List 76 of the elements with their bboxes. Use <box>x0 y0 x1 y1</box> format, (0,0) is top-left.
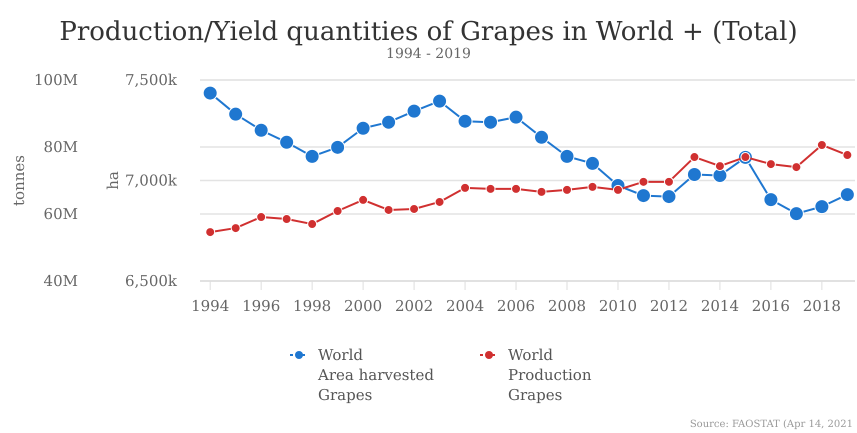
legend-label: World Production Grapes <box>508 346 592 404</box>
point <box>816 140 827 150</box>
y-axis-title: tonnes <box>10 155 28 206</box>
point <box>205 227 216 238</box>
point <box>384 204 394 215</box>
point <box>587 182 598 192</box>
point <box>712 168 728 183</box>
point <box>560 148 575 164</box>
point <box>282 214 292 224</box>
y-tick-label: 60M <box>44 205 78 223</box>
x-tick-label: 1996 <box>242 297 280 315</box>
x-tick-label: 2012 <box>650 297 688 315</box>
x-tick-label: 2008 <box>548 297 586 315</box>
y-tick-label: 100M <box>34 71 78 89</box>
point <box>791 162 802 172</box>
point <box>483 114 498 130</box>
point <box>486 184 496 194</box>
source-note: Source: FAOSTAT (Apr 14, 2021 <box>690 419 853 430</box>
point <box>254 122 269 138</box>
x-tick-label: 1998 <box>293 297 332 315</box>
point <box>814 199 830 214</box>
point <box>358 194 368 205</box>
chart-subtitle: 1994 - 2019 <box>386 46 471 62</box>
y2-axis-title: ha <box>104 171 122 190</box>
point <box>508 110 524 125</box>
x-tick-label: 2004 <box>446 297 484 315</box>
point <box>842 150 852 160</box>
x-tick-label: 2002 <box>394 297 434 315</box>
y-tick-label: 40M <box>44 272 78 290</box>
point <box>612 184 623 195</box>
point <box>356 120 371 136</box>
point <box>840 187 855 202</box>
point <box>409 204 420 214</box>
point <box>714 161 725 172</box>
y-tick-label: 80M <box>44 138 78 156</box>
point <box>256 212 266 222</box>
point <box>636 188 651 204</box>
point <box>202 86 218 101</box>
y2-tick-label: 7,500k <box>124 71 178 89</box>
point <box>788 206 804 222</box>
legend-label: World Area harvested Grapes <box>317 346 434 404</box>
point <box>381 114 396 130</box>
point <box>432 94 448 109</box>
point <box>534 130 550 145</box>
point <box>228 106 244 122</box>
y2-tick-label: 7,000k <box>124 172 178 190</box>
x-tick-label: 2010 <box>598 297 638 315</box>
point <box>406 104 422 119</box>
point <box>686 166 702 182</box>
point <box>434 196 445 207</box>
point <box>584 156 600 171</box>
y2-tick-label: 6,500k <box>124 272 178 290</box>
point <box>763 192 778 208</box>
point <box>766 159 776 170</box>
point <box>230 223 241 234</box>
point <box>332 206 343 216</box>
point <box>536 186 547 197</box>
point <box>664 176 674 187</box>
point <box>330 140 346 155</box>
x-tick-label: 2016 <box>752 297 790 315</box>
point <box>638 176 648 187</box>
point <box>562 184 572 195</box>
chart-title: Production/Yield quantities of Grapes in World + (Total) <box>59 17 798 47</box>
point <box>511 184 522 194</box>
x-tick-label: 2018 <box>802 297 841 315</box>
x-tick-label: 2000 <box>344 297 382 315</box>
point <box>458 114 473 129</box>
point <box>661 189 676 204</box>
point <box>304 148 320 164</box>
x-tick-label: 2014 <box>700 297 740 315</box>
x-tick-label: 1994 <box>191 297 230 315</box>
x-tick-label: 2006 <box>496 297 536 315</box>
point <box>279 134 294 150</box>
point <box>307 219 318 230</box>
point <box>460 182 470 193</box>
point <box>689 152 700 162</box>
